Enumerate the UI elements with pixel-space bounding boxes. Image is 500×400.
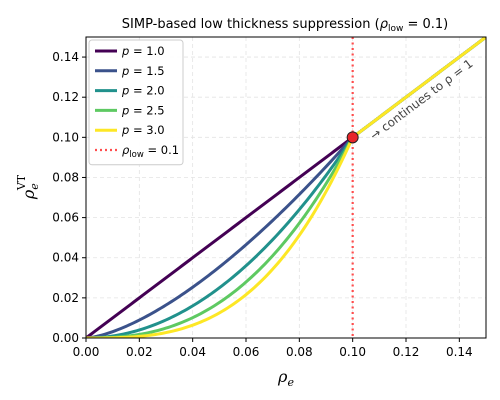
y-axis-label: ρeVT [15,174,41,200]
legend-label: ρlow = 0.1 [122,143,179,160]
y-tick-label: 0.02 [52,291,79,305]
threshold-marker [346,131,359,144]
x-tick-label: 0.08 [286,345,313,359]
y-tick-label: 0.06 [52,211,79,225]
series-layer [86,37,486,338]
series-line-5 [86,37,486,338]
legend-label: p = 3.0 [121,123,165,137]
legend-label: p = 1.0 [121,44,165,58]
x-tick-label: 0.00 [73,345,100,359]
legend-label: p = 2.5 [121,103,165,117]
legend-label: p = 2.0 [121,84,165,98]
legend: p = 1.0 p = 1.5 p = 2.0 p = 2.5 p = 3.0 ρlow … [88,39,184,166]
vline-layer [346,37,359,338]
x-tick-label: 0.12 [393,345,420,359]
legend-label: p = 1.5 [121,64,165,78]
x-tick-label: 0.14 [446,345,473,359]
axis-ticks: 0.00 0.02 0.04 0.06 0.08 0.10 0.12 0.14 0.00 0.02… [52,50,472,359]
y-tick-label: 0.10 [52,130,79,144]
y-tick-label: 0.04 [52,251,79,265]
plot-frame [85,36,487,339]
x-tick-label: 0.06 [233,345,260,359]
y-tick-label: 0.12 [52,90,79,104]
x-tick-label: 0.04 [179,345,206,359]
x-axis-label: ρe [277,367,294,389]
y-tick-label: 0.00 [52,331,79,345]
y-tick-label: 0.08 [52,170,79,184]
chart-title: SIMP-based low thickness suppression (ρl… [122,17,448,34]
y-tick-label: 0.14 [52,50,79,64]
x-tick-label: 0.02 [126,345,153,359]
x-tick-label: 0.10 [339,345,366,359]
